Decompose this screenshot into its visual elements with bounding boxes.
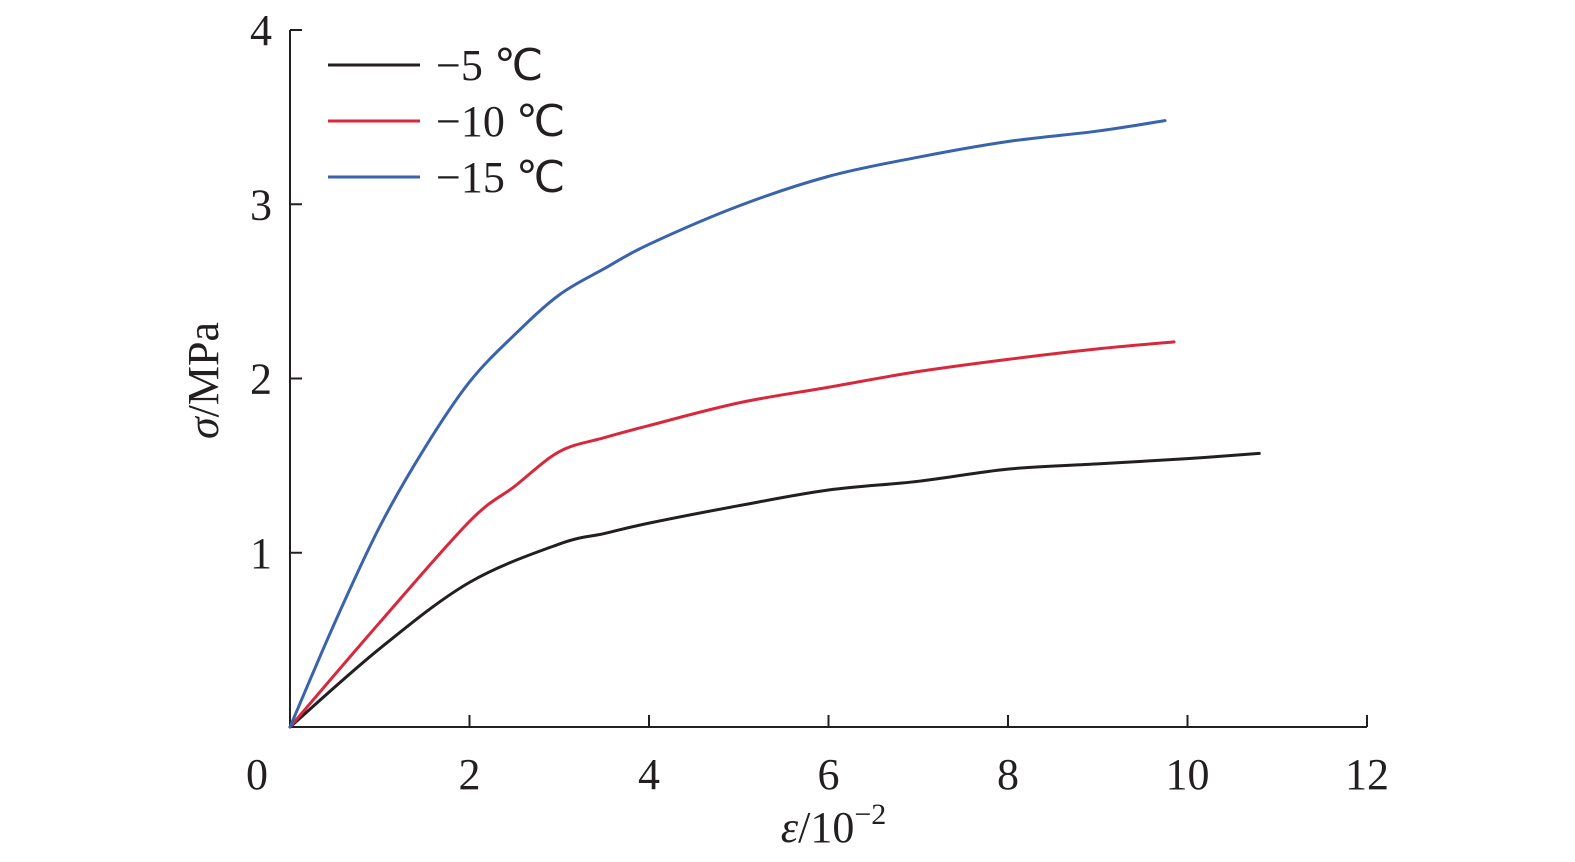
x-tick-label: 4 — [638, 750, 660, 799]
y-axis-symbol: σ — [179, 415, 228, 439]
legend-label-1: −5 ℃ — [436, 41, 543, 90]
y-axis-unit: /MPa — [179, 322, 228, 417]
y-tick-label: 1 — [250, 529, 272, 578]
x-tick-label: 10 — [1166, 750, 1210, 799]
series-line-3 — [288, 119, 1167, 729]
x-tick-label: 0 — [246, 750, 268, 799]
x-axis-title: ε/10−2 — [781, 798, 887, 852]
x-axis-symbol: ε — [781, 803, 799, 852]
x-tick-label: 8 — [997, 750, 1019, 799]
series-line-2 — [288, 340, 1176, 729]
legend-label-2: −10 ℃ — [436, 97, 565, 146]
x-tick-label: 12 — [1345, 750, 1389, 799]
x-axis-exponent: −2 — [854, 798, 886, 831]
x-tick-label: 2 — [459, 750, 481, 799]
y-tick-label: 4 — [250, 6, 272, 55]
y-tick-label: 2 — [250, 355, 272, 404]
series-group — [288, 119, 1261, 729]
y-tick-label: 3 — [250, 180, 272, 229]
legend: −5 ℃ −10 ℃ −15 ℃ — [328, 41, 565, 202]
x-tick-label: 6 — [818, 750, 840, 799]
x-axis-unit: /10 — [798, 803, 854, 852]
series-line-1 — [288, 451, 1261, 729]
legend-label-3: −15 ℃ — [436, 153, 565, 202]
y-axis-title: σ/MPa — [179, 322, 228, 439]
